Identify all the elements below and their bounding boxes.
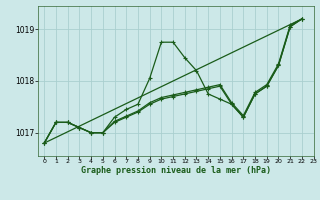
X-axis label: Graphe pression niveau de la mer (hPa): Graphe pression niveau de la mer (hPa)	[81, 166, 271, 175]
